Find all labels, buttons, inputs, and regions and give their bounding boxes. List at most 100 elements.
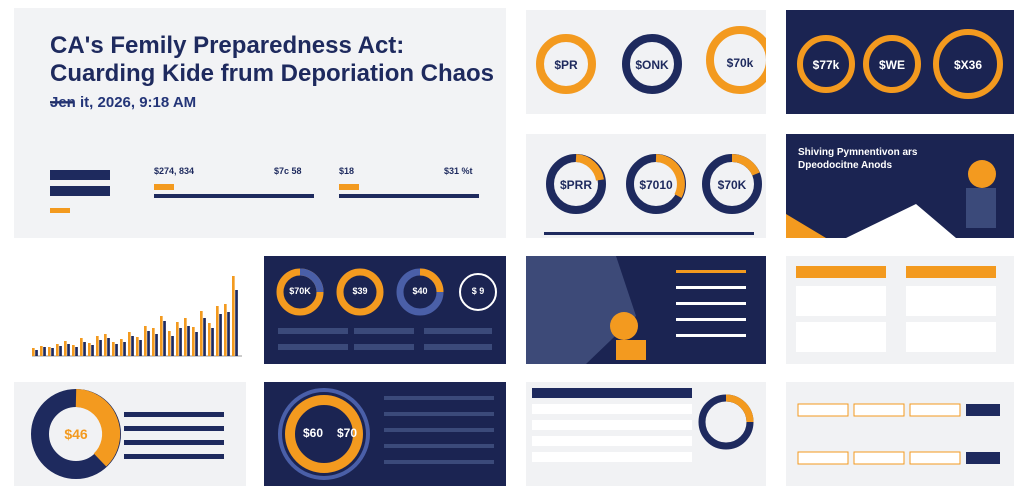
bar-0-23 (216, 306, 219, 356)
tags-svg (797, 403, 1000, 465)
bar-0-11 (120, 339, 123, 356)
bar-0-19 (184, 318, 187, 356)
bar-1-13 (139, 340, 142, 356)
hero-date: Jen it, 2026, 9:18 AM (50, 94, 197, 111)
table-svg (532, 388, 754, 462)
panel-illustration[interactable] (526, 256, 766, 364)
bar-0-5 (72, 345, 75, 356)
large-ring-label-2: $70 (336, 426, 358, 440)
bar-0-9 (104, 334, 107, 356)
bar-1-15 (155, 334, 158, 356)
panel-title-dark-text: Shiving Pymnentivon ars Dpeodocitne Anod… (798, 147, 918, 171)
bar-1-21 (203, 318, 206, 356)
panel-title-dark[interactable]: Shiving Pymnentivon ars Dpeodocitne Anod… (786, 134, 1014, 238)
panel-donut[interactable]: $46 (14, 382, 246, 486)
bar-1-4 (67, 344, 70, 356)
bar-1-3 (59, 346, 62, 356)
bar-1-1 (43, 347, 46, 356)
bar-0-13 (136, 337, 139, 356)
bar-0-15 (152, 328, 155, 356)
hero-bar-1 (50, 170, 110, 180)
panel-rings-dark[interactable]: $77k $WE $X36 (786, 10, 1014, 114)
hero-bar-2 (50, 186, 110, 196)
bar-0-22 (208, 323, 211, 356)
bar-0-6 (80, 338, 83, 356)
panel-info-grid[interactable] (786, 256, 1014, 364)
bar-0-18 (176, 322, 179, 356)
bar-1-24 (227, 312, 230, 356)
hero-value-3: $18 (339, 166, 355, 176)
four-rings-svg (276, 268, 497, 350)
hero-orange-2 (339, 184, 359, 190)
illustration-art (526, 256, 746, 364)
hero-value-2: $7c 58 (274, 166, 302, 176)
hero-value-1: $274, 834 (154, 166, 195, 176)
rings-dark-svg (797, 29, 1003, 99)
ring-dark-label-3: $X36 (953, 58, 983, 72)
ring-dark-label-2: $WE (878, 58, 905, 72)
bar-1-19 (187, 326, 190, 356)
ring-mid-label-2: $7010 (639, 178, 673, 192)
large-rings-svg (278, 388, 494, 480)
rings-svg (536, 26, 766, 94)
info-grid-svg (796, 266, 996, 352)
bar-1-10 (115, 344, 118, 356)
donut-label: $46 (64, 426, 88, 442)
bar-1-16 (163, 321, 166, 356)
bar-chart-card[interactable] (14, 256, 246, 364)
bar-1-18 (179, 328, 182, 356)
panel-tags[interactable] (786, 382, 1014, 486)
hero-line-2 (339, 194, 479, 198)
bar-0-4 (64, 341, 67, 356)
ring-label-3: $70k (726, 56, 754, 70)
bar-1-2 (51, 348, 54, 356)
panel-title-dark-art (786, 160, 996, 238)
bar-0-25 (232, 276, 235, 356)
bar-1-17 (171, 336, 174, 356)
panel-rings-light[interactable]: $PR $ONK $70k (526, 10, 766, 114)
bar-1-25 (235, 290, 238, 356)
bar-0-2 (48, 347, 51, 356)
bar-0-17 (168, 331, 171, 356)
bar-0-24 (224, 304, 227, 356)
bar-0-10 (112, 342, 115, 356)
panel-four-rings[interactable]: $70K $39 $40 $ 9 (264, 256, 506, 364)
panel-table[interactable] (526, 382, 766, 486)
ring-label-1: $PR (554, 58, 578, 72)
large-ring-label-1: $60 (302, 426, 324, 440)
hero-orange-1 (154, 184, 174, 190)
bar-1-14 (147, 331, 150, 356)
ring-dark-label-1: $77k (812, 58, 840, 72)
bar-1-9 (107, 338, 110, 356)
bar-0-7 (88, 343, 91, 356)
bar-0-8 (96, 336, 99, 356)
donut-svg (31, 389, 224, 479)
bar-1-12 (131, 336, 134, 356)
four-ring-label-3: $40 (412, 286, 428, 296)
bar-0-1 (40, 346, 43, 356)
four-ring-label-2: $39 (352, 286, 368, 296)
hero-value-4: $31 %t (444, 166, 473, 176)
bar-1-20 (195, 332, 198, 356)
panel-large-rings[interactable]: $60 $70 (264, 382, 506, 486)
bar-1-0 (35, 350, 38, 356)
bar-0-16 (160, 316, 163, 356)
ring-mid-label-1: $PRR (559, 178, 592, 192)
bar-1-11 (123, 342, 126, 356)
hero-line-1 (154, 194, 314, 198)
bar-1-23 (219, 314, 222, 356)
bar-1-8 (99, 340, 102, 356)
bar-0-12 (128, 332, 131, 356)
bar-0-21 (200, 311, 203, 356)
hero-title: CA's Femily Preparedness Act: Cuarding K… (50, 32, 495, 115)
bar-1-5 (75, 347, 78, 356)
bar-1-22 (211, 328, 214, 356)
bar-0-20 (192, 327, 195, 356)
ring-label-2: $ONK (635, 58, 669, 72)
bar-0-3 (56, 344, 59, 356)
bar-1-7 (91, 345, 94, 356)
hero-card[interactable]: CA's Femily Preparedness Act: Cuarding K… (14, 8, 506, 238)
bar-chart (32, 276, 242, 357)
bar-0-14 (144, 326, 147, 356)
panel-rings-mid[interactable]: $PRR $7010 $70K (526, 134, 766, 238)
